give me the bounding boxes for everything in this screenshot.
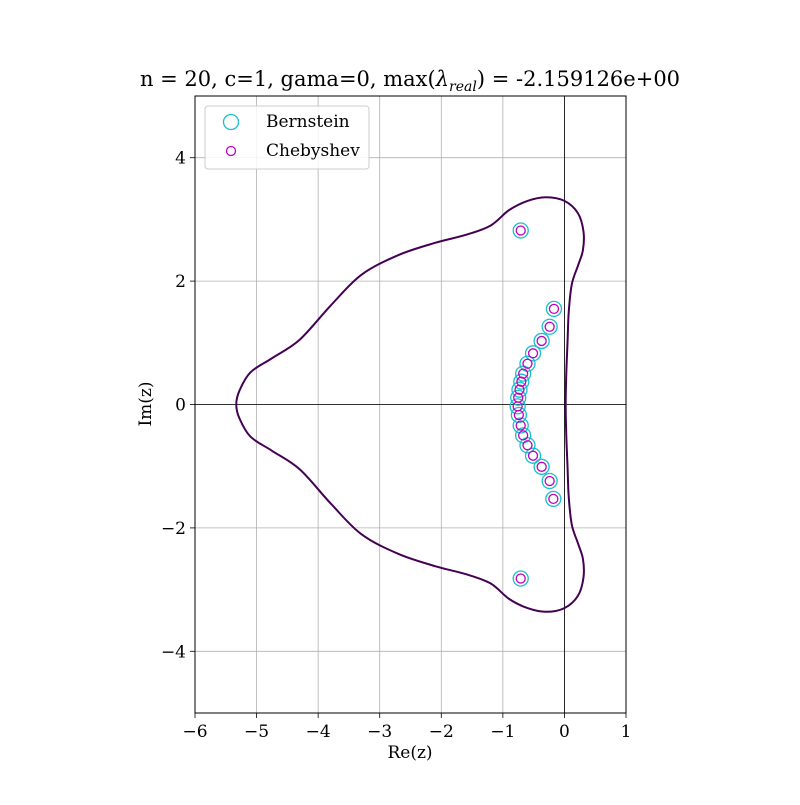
point-bernstein: [511, 381, 528, 398]
point-bernstein: [509, 398, 526, 415]
x-tick-label: −5: [244, 722, 269, 742]
legend-marker-bernstein: [222, 113, 240, 131]
point-bernstein: [524, 447, 542, 464]
point-bernstein: [541, 318, 558, 335]
zero-axis-lines: [195, 96, 626, 713]
y-axis-label: Im(z): [136, 381, 156, 426]
point-chebyshev: [522, 358, 533, 369]
point-chebyshev: [515, 420, 526, 431]
point-bernstein: [512, 417, 529, 434]
x-tick-label: 1: [621, 722, 632, 742]
y-tick-label: −2: [161, 519, 186, 539]
point-chebyshev: [522, 440, 533, 451]
point-chebyshev: [527, 450, 539, 461]
eigenvalue-points: [509, 222, 563, 587]
point-bernstein: [513, 373, 530, 390]
legend-box: [204, 105, 370, 170]
y-tick-label: 0: [175, 396, 186, 416]
y-tick-label: −4: [161, 642, 186, 662]
chart-title: n = 20, c=1, gama=0, max(λreal) = -2.159…: [140, 67, 680, 95]
point-bernstein: [541, 472, 558, 490]
point-chebyshev: [536, 461, 547, 472]
point-bernstein: [512, 570, 529, 587]
point-bernstein: [545, 490, 562, 508]
point-chebyshev: [515, 225, 526, 236]
point-chebyshev: [516, 376, 527, 387]
point-bernstein: [512, 222, 529, 239]
point-chebyshev: [515, 573, 526, 584]
point-chebyshev: [544, 475, 555, 487]
stability-region-boundary: [235, 196, 585, 613]
x-tick-label: −1: [490, 722, 515, 742]
y-tick-label: 4: [175, 149, 186, 169]
point-chebyshev: [513, 409, 525, 421]
axis-ticks: −6 −5 −4 −3 −2 −1 0 1 −4 −2 0 2 4: [161, 149, 631, 742]
legend-marker-chebyshev: [225, 145, 237, 157]
point-chebyshev: [536, 335, 547, 347]
x-tick-label: −2: [429, 722, 454, 742]
point-bernstein: [545, 300, 563, 318]
point-chebyshev: [514, 384, 525, 395]
y-tick-label: 2: [175, 272, 186, 292]
legend: Bernstein Chebyshev: [204, 105, 370, 170]
x-tick-label: −6: [182, 722, 207, 742]
point-bernstein: [510, 389, 527, 406]
point-chebyshev: [527, 348, 539, 359]
x-axis-label: Re(z): [387, 743, 432, 763]
point-bernstein: [533, 458, 550, 475]
stability-contour-layer: [235, 196, 585, 613]
legend-label-chebyshev: Chebyshev: [266, 141, 360, 161]
point-chebyshev: [548, 493, 559, 505]
point-bernstein: [510, 406, 528, 424]
point-chebyshev: [518, 430, 529, 441]
point-chebyshev: [544, 321, 555, 332]
point-chebyshev: [548, 303, 560, 315]
point-bernstein: [533, 332, 550, 350]
point-chebyshev: [518, 368, 529, 379]
x-tick-label: −3: [367, 722, 392, 742]
x-tick-label: 0: [559, 722, 570, 742]
legend-label-bernstein: Bernstein: [266, 112, 350, 132]
point-bernstein: [524, 345, 542, 362]
x-tick-label: −4: [306, 722, 331, 742]
